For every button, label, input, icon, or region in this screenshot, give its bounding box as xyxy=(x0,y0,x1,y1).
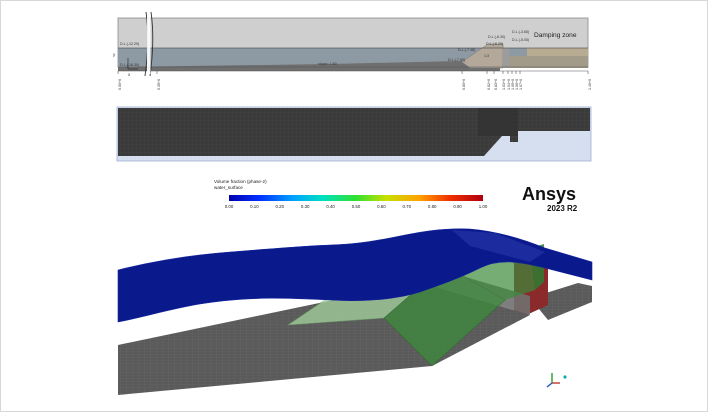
bed-region xyxy=(118,61,500,71)
mesh-refinement xyxy=(478,108,518,136)
colorbar-tick-label: 0.70 xyxy=(403,204,412,209)
mesh-panel xyxy=(116,106,592,162)
level-mid-b: D.L.(-7.48) xyxy=(458,48,475,52)
colorbar-gradient xyxy=(229,195,483,201)
slope-label: slope= 1:60 xyxy=(318,62,337,66)
station-label: 1.07+0 xyxy=(519,79,523,90)
colorbar-subtitle: water_surface xyxy=(214,185,243,190)
brand-name: Ansys xyxy=(522,184,576,204)
brand-version: 2023 R2 xyxy=(547,204,578,213)
lowered-bed xyxy=(509,56,588,68)
colorbar-tick-label: 0.20 xyxy=(276,204,285,209)
level-crest-a: D.L.(-3.65) xyxy=(512,30,529,34)
station-label: 1.40+0 xyxy=(588,79,592,90)
break-symbol xyxy=(144,11,154,77)
level-left-bottom: D.L.(-16.30) xyxy=(120,63,139,67)
origin-axes: y x xyxy=(113,52,138,77)
downstream-floor xyxy=(530,283,592,320)
colorbar: Volume fraction (phase-2) water_surface … xyxy=(214,179,488,209)
colorbar-ticks: 0.00 0.10 0.20 0.30 0.40 0.50 0.60 0.70 0.80 0.90… xyxy=(225,204,488,209)
mesh-domain xyxy=(118,108,590,156)
colorbar-tick-label: 0.90 xyxy=(453,204,462,209)
ratio-label: 1:3 xyxy=(484,54,489,58)
zone-label: Damping zone xyxy=(534,32,577,39)
colorbar-tick-label: 0.40 xyxy=(326,204,335,209)
station-label: 0.00+0 xyxy=(118,79,122,90)
station-label: 0.82+0 xyxy=(487,79,491,90)
level-mid-a: D.L.(-6.29) xyxy=(486,42,503,46)
station-label: 0.83+0 xyxy=(494,79,498,90)
water-surface xyxy=(117,228,593,323)
colorbar-tick-label: 0.60 xyxy=(377,204,386,209)
colorbar-title: Volume fraction (phase-2) xyxy=(214,179,267,184)
station-label: 0.35+0 xyxy=(157,79,161,90)
station-label: 1.04+0 xyxy=(507,79,511,90)
axis-x-label: x xyxy=(128,72,131,77)
channel-schematic: Damping zone slope= 1:60 1:3 D.L.(-12.29… xyxy=(113,11,592,90)
colorbar-tick-label: 1.00 xyxy=(479,204,488,209)
step-block xyxy=(503,48,509,68)
level-crest-b: D.L.(-5.05) xyxy=(512,38,529,42)
station-label: 1.06+0 xyxy=(515,79,519,90)
colorbar-tick-label: 0.30 xyxy=(301,204,310,209)
level-toe: D.L.(-7.50) xyxy=(448,58,465,62)
colorbar-tick-label: 0.10 xyxy=(250,204,259,209)
level-crest-c: D.L.(-6.30) xyxy=(488,35,505,39)
station-label: 0.80+0 xyxy=(462,79,466,90)
axis-y-label: y xyxy=(113,52,116,57)
colorbar-tick-label: 0.50 xyxy=(352,204,361,209)
level-left-top: D.L.(-12.29) xyxy=(120,42,139,46)
station-label: 1.03+0 xyxy=(502,79,506,90)
colorbar-tick-label: 0.00 xyxy=(225,204,234,209)
colorbar-tick-label: 0.80 xyxy=(428,204,437,209)
station-label: 1.05+0 xyxy=(511,79,515,90)
axis-triad-icon xyxy=(546,373,567,388)
station-ticks xyxy=(117,71,589,74)
flume-3d-view xyxy=(117,228,593,395)
station-labels: 0.00+0 0.35+0 0.80+0 0.82+0 0.83+0 1.03+… xyxy=(118,79,592,90)
water-crest xyxy=(452,230,545,262)
ansys-logo: Ansys 2023 R2 xyxy=(522,184,578,213)
